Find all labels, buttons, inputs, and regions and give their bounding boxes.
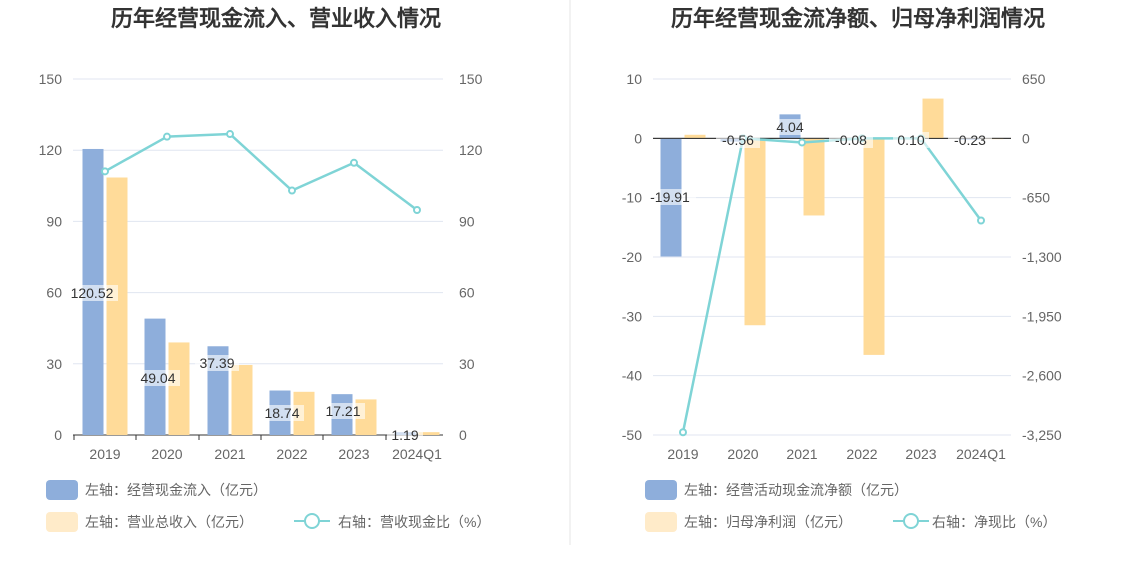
right-tick-label: -1,300 bbox=[1022, 249, 1062, 265]
data-label-bg bbox=[387, 427, 423, 443]
chart-netcash-netprofit: 历年经营现金流净额、归母净利润情况 -50 -3,250 -40 -2,600 -30 -1… bbox=[622, 6, 1062, 532]
x-tick-label: 2021 bbox=[214, 446, 245, 462]
data-label-bg bbox=[893, 132, 929, 148]
data-label-bg bbox=[260, 405, 304, 421]
right-tick-label: 0 bbox=[1022, 130, 1030, 146]
bar-profit-revenue bbox=[922, 98, 944, 139]
legend-swatch[interactable] bbox=[46, 512, 78, 532]
right-tick-label: 150 bbox=[459, 71, 483, 87]
data-label-bg bbox=[829, 132, 873, 148]
ratio-line bbox=[681, 137, 983, 433]
x-tick-label: 2021 bbox=[786, 446, 817, 462]
x-tick-label: 2019 bbox=[667, 446, 698, 462]
x-tick-label: 2019 bbox=[89, 446, 120, 462]
left-tick-label: -40 bbox=[622, 368, 642, 384]
ratio-point bbox=[977, 216, 985, 225]
ratio-point bbox=[101, 167, 109, 176]
left-tick-label: 120 bbox=[39, 142, 63, 158]
right-tick-label: 60 bbox=[459, 285, 475, 301]
data-label: -0.56 bbox=[722, 132, 754, 148]
right-tick-label: -650 bbox=[1022, 190, 1050, 206]
legend-swatch[interactable] bbox=[645, 480, 677, 500]
data-label-bg bbox=[136, 370, 180, 386]
ratio-point bbox=[226, 130, 234, 139]
legend-label[interactable]: 左轴：营业总收入（亿元） bbox=[85, 514, 253, 530]
bar-profit-revenue bbox=[803, 138, 825, 216]
data-label: 37.39 bbox=[199, 355, 234, 371]
x-tick-label: 2022 bbox=[276, 446, 307, 462]
legend-label[interactable]: 右轴：净现比（%） bbox=[932, 514, 1056, 530]
legend-swatch[interactable] bbox=[46, 480, 78, 500]
bar-profit-revenue bbox=[863, 138, 885, 355]
x-tick-label: 2024Q1 bbox=[392, 446, 442, 462]
left-tick-label: 150 bbox=[39, 71, 63, 87]
data-label: 49.04 bbox=[140, 370, 175, 386]
left-tick-label: 60 bbox=[46, 285, 62, 301]
legend-marker[interactable] bbox=[903, 513, 919, 529]
right-tick-label: 120 bbox=[459, 142, 483, 158]
right-tick-label: 650 bbox=[1022, 71, 1046, 87]
data-label: -19.91 bbox=[650, 189, 690, 205]
data-label-bg bbox=[66, 285, 118, 301]
chart-cashflow-revenue: 历年经营现金流入、营业收入情况 0 0 30 30 60 60 90 90 120 120 150 15… bbox=[39, 6, 490, 532]
x-tick-label: 2020 bbox=[151, 446, 182, 462]
chart-title: 历年经营现金流净额、归母净利润情况 bbox=[671, 6, 1045, 31]
bar-profit-revenue bbox=[418, 432, 440, 435]
bar-profit-revenue bbox=[168, 342, 190, 435]
left-tick-label: 90 bbox=[46, 213, 62, 229]
data-label: 18.74 bbox=[264, 405, 299, 421]
ratio-line bbox=[104, 132, 418, 212]
right-tick-label: 90 bbox=[459, 213, 475, 229]
ratio-point bbox=[679, 428, 687, 437]
data-label: 120.52 bbox=[71, 285, 114, 301]
data-label: 1.19 bbox=[391, 427, 418, 443]
right-tick-label: 30 bbox=[459, 356, 475, 372]
x-tick-label: 2022 bbox=[846, 446, 877, 462]
ratio-point bbox=[413, 206, 421, 215]
ratio-point bbox=[288, 186, 296, 195]
data-label: 4.04 bbox=[776, 119, 803, 135]
data-label-bg bbox=[644, 189, 696, 205]
right-tick-label: -3,250 bbox=[1022, 427, 1062, 443]
right-tick-label: -2,600 bbox=[1022, 368, 1062, 384]
x-tick-label: 2023 bbox=[338, 446, 369, 462]
ratio-point bbox=[350, 158, 358, 167]
data-label: 0.10 bbox=[897, 132, 924, 148]
ratio-point bbox=[163, 132, 171, 141]
legend-swatch[interactable] bbox=[645, 512, 677, 532]
legend-label[interactable]: 左轴：经营现金流入（亿元） bbox=[85, 482, 267, 498]
bar-profit-revenue bbox=[231, 364, 253, 435]
legend-label[interactable]: 左轴：经营活动现金流净额（亿元） bbox=[684, 482, 908, 498]
left-tick-label: 0 bbox=[54, 427, 62, 443]
data-label: 17.21 bbox=[325, 403, 360, 419]
bar-profit-revenue bbox=[106, 177, 128, 435]
data-label: -0.23 bbox=[954, 132, 986, 148]
data-label-bg bbox=[716, 132, 760, 148]
left-tick-label: 10 bbox=[626, 71, 642, 87]
data-label-bg bbox=[195, 355, 239, 371]
data-label: -0.08 bbox=[835, 132, 867, 148]
data-label-bg bbox=[772, 119, 808, 135]
right-tick-label: -1,950 bbox=[1022, 308, 1062, 324]
chart-title: 历年经营现金流入、营业收入情况 bbox=[111, 6, 441, 31]
right-tick-label: 0 bbox=[459, 427, 467, 443]
x-tick-label: 2020 bbox=[727, 446, 758, 462]
legend-label[interactable]: 右轴：营收现金比（%） bbox=[338, 514, 490, 530]
bar-profit-revenue bbox=[684, 134, 706, 139]
x-tick-label: 2023 bbox=[905, 446, 936, 462]
left-tick-label: -30 bbox=[622, 308, 642, 324]
legend-marker[interactable] bbox=[304, 513, 320, 529]
left-tick-label: -50 bbox=[622, 427, 642, 443]
left-tick-label: -20 bbox=[622, 249, 642, 265]
data-label-bg bbox=[321, 403, 365, 419]
bar-profit-revenue bbox=[744, 138, 766, 326]
data-label-bg bbox=[948, 132, 992, 148]
left-tick-label: -10 bbox=[622, 190, 642, 206]
legend-label[interactable]: 左轴：归母净利润（亿元） bbox=[684, 514, 852, 530]
left-tick-label: 30 bbox=[46, 356, 62, 372]
x-tick-label: 2024Q1 bbox=[956, 446, 1006, 462]
left-tick-label: 0 bbox=[634, 130, 642, 146]
ratio-point bbox=[798, 138, 806, 147]
